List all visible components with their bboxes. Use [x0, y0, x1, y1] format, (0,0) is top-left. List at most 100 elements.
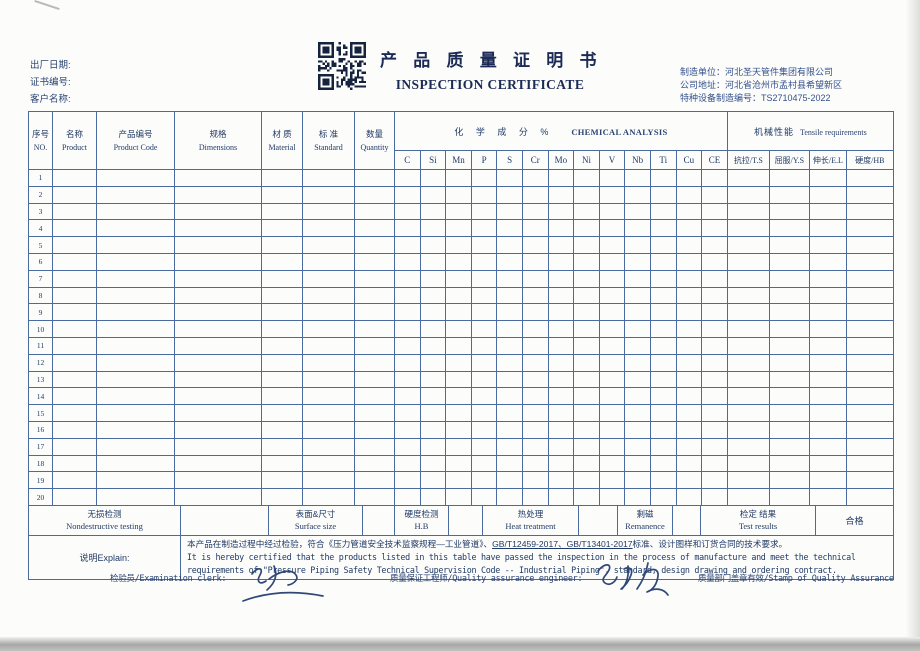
empty-cell [726, 488, 770, 506]
empty-cell [470, 437, 498, 456]
empty-cell [624, 303, 651, 322]
empty-cell [675, 252, 703, 271]
ndt-label-en: Nondestructive testing [66, 521, 143, 532]
empty-cell [261, 169, 303, 187]
heat-treatment-cell: 热处理 Heat treatment [482, 504, 579, 536]
empty-cell [649, 471, 677, 490]
empty-cell [261, 269, 303, 288]
empty-cell [52, 286, 97, 305]
empty-cell [394, 471, 421, 490]
table-header-row: 序号 NO. 名称 Product 产品编号 Product Code 规格 Dimensio… [28, 111, 894, 170]
empty-cell [726, 437, 770, 456]
empty-cell [354, 252, 395, 271]
empty-cell [768, 454, 810, 473]
empty-cell [649, 219, 677, 238]
empty-cell [445, 252, 472, 271]
empty-cell [675, 202, 703, 221]
explain-text: 本产品在制造过程中经过检验，符合《压力管道安全技术监察规程—工业管道》、GB/T… [180, 534, 894, 580]
empty-cell [649, 320, 677, 338]
empty-cell [726, 454, 770, 473]
empty-cell [598, 370, 626, 389]
chem-element-header: C [394, 150, 421, 170]
empty-cell [649, 420, 677, 439]
empty-cell [808, 303, 847, 322]
table-row: 8 [28, 286, 894, 305]
empty-cell [419, 219, 447, 238]
empty-cell [496, 320, 523, 338]
ndt-label-cn: 无损检测 [87, 509, 122, 520]
empty-cell [649, 387, 677, 406]
empty-cell [52, 303, 97, 322]
empty-cell [261, 488, 303, 506]
empty-cell [470, 353, 498, 372]
empty-cell [649, 303, 677, 322]
empty-cell [624, 387, 651, 406]
empty-cell [302, 202, 355, 221]
empty-cell [675, 353, 703, 372]
empty-cell [768, 169, 810, 187]
empty-cell [675, 185, 703, 204]
explain-en-line2: requirements of "Pressure Piping Safety … [187, 564, 837, 575]
empty-cell [302, 269, 355, 288]
empty-cell [521, 236, 549, 254]
empty-cell [419, 454, 447, 473]
empty-cell [649, 269, 677, 288]
chem-element-header: Ti [649, 150, 677, 170]
column-header: 序号 NO. [28, 111, 53, 170]
empty-cell [675, 404, 703, 422]
empty-cell [261, 219, 303, 238]
empty-cell [701, 471, 728, 490]
mechanical-title-en: Tensile requirements [799, 128, 867, 137]
empty-cell [496, 353, 523, 372]
table-row: 16 [28, 420, 894, 439]
row-number: 2 [28, 185, 53, 204]
empty-cell [701, 269, 728, 288]
empty-cell [394, 169, 421, 187]
empty-cell [573, 320, 600, 338]
empty-cell [547, 404, 575, 422]
explain-cn-line: 本产品在制造过程中经过检验，符合《压力管道安全技术监察规程—工业管道》、GB/T… [187, 538, 788, 549]
empty-cell [547, 286, 575, 305]
empty-cell [354, 336, 395, 355]
empty-cell [445, 219, 472, 238]
empty-cell [261, 202, 303, 221]
empty-cell [726, 370, 770, 389]
empty-cell [52, 336, 97, 355]
empty-cell [675, 336, 703, 355]
empty-cell [768, 336, 810, 355]
empty-cell [726, 404, 770, 422]
empty-cell [547, 353, 575, 372]
test-results-label-en: Test results [738, 521, 778, 532]
empty-cell [174, 471, 262, 490]
empty-cell [701, 420, 728, 439]
empty-cell [675, 320, 703, 338]
empty-cell [354, 404, 395, 422]
empty-cell [174, 454, 262, 473]
empty-cell [701, 336, 728, 355]
empty-cell [445, 286, 472, 305]
empty-cell [445, 320, 472, 338]
empty-cell [624, 488, 651, 506]
empty-cell [419, 471, 447, 490]
empty-cell [547, 420, 575, 439]
empty-cell [547, 370, 575, 389]
table-row: 6 [28, 252, 894, 271]
empty-cell [96, 236, 175, 254]
empty-cell [573, 454, 600, 473]
empty-cell [808, 454, 847, 473]
qr-code-icon [318, 42, 366, 90]
empty-cell [649, 437, 677, 456]
empty-cell [96, 219, 175, 238]
empty-cell [394, 370, 421, 389]
empty-cell [547, 219, 575, 238]
empty-cell [354, 454, 395, 473]
empty-cell [573, 286, 600, 305]
empty-cell [302, 236, 355, 254]
empty-cell [624, 471, 651, 490]
empty-cell [701, 387, 728, 406]
empty-cell [768, 286, 810, 305]
empty-cell [496, 488, 523, 506]
empty-cell [547, 387, 575, 406]
empty-cell [521, 387, 549, 406]
empty-cell [845, 286, 894, 305]
